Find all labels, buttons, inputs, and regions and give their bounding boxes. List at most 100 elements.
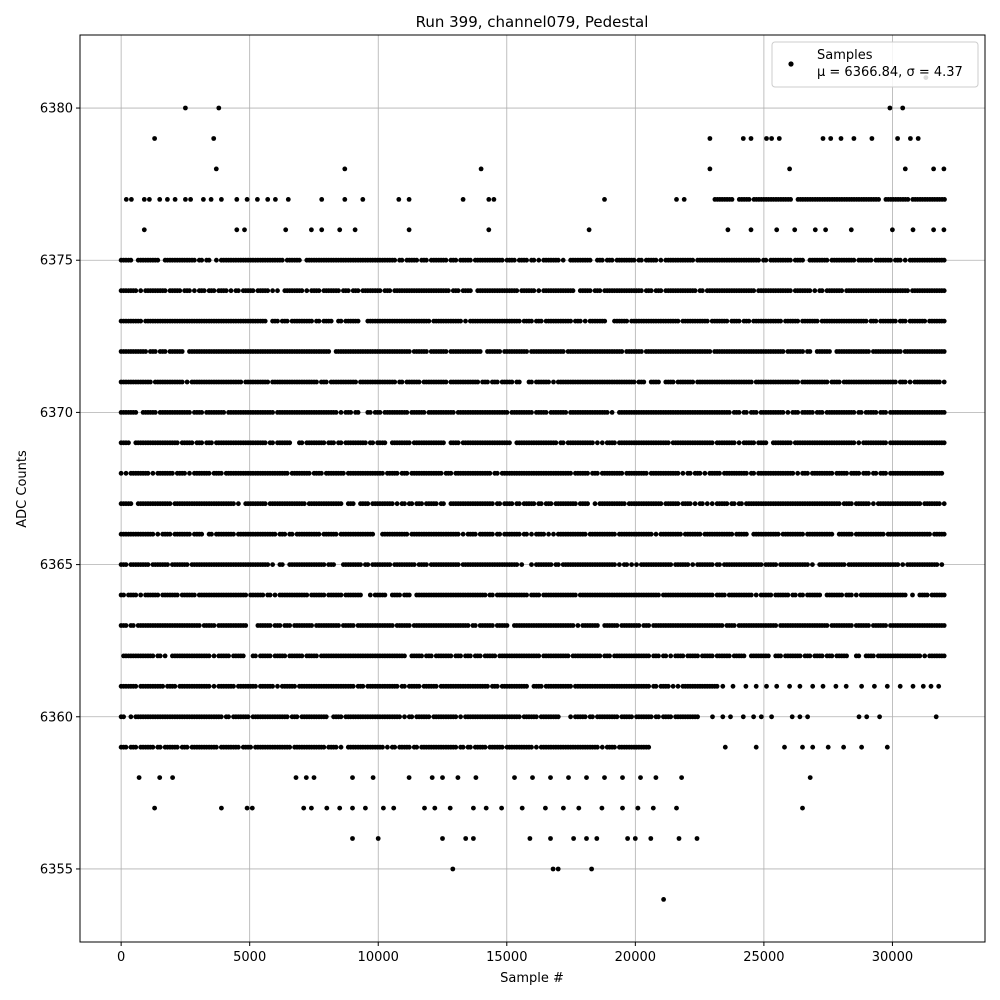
data-point: [795, 410, 801, 415]
data-point: [902, 257, 908, 263]
data-point: [624, 562, 630, 567]
data-point: [211, 683, 217, 689]
data-point: [297, 257, 302, 263]
data-point: [342, 197, 348, 202]
data-point: [311, 775, 317, 780]
data-point: [927, 531, 932, 537]
data-point: [565, 653, 571, 659]
data-point: [941, 227, 947, 233]
data-point: [629, 714, 634, 720]
data-point: [187, 410, 192, 415]
data-point: [902, 592, 908, 598]
data-point: [226, 653, 232, 659]
data-point: [910, 592, 915, 598]
data-point: [905, 288, 910, 294]
data-point: [524, 349, 529, 354]
data-point: [604, 410, 610, 415]
data-point: [829, 531, 835, 537]
data-point: [922, 653, 928, 659]
data-point: [380, 470, 385, 476]
data-point: [365, 501, 371, 507]
data-point: [778, 653, 783, 659]
data-point: [485, 379, 490, 385]
data-point: [810, 410, 815, 415]
data-point: [245, 714, 251, 720]
data-point: [123, 623, 129, 628]
data-point: [441, 440, 446, 446]
data-point: [421, 410, 427, 415]
data-point: [820, 136, 826, 141]
data-point: [155, 257, 161, 263]
data-point: [167, 501, 173, 507]
data-point: [582, 714, 588, 720]
data-point: [458, 318, 463, 324]
data-point: [270, 683, 275, 689]
data-point: [321, 744, 327, 750]
data-point: [206, 683, 212, 689]
data-point: [141, 227, 147, 233]
data-point: [365, 562, 371, 567]
data-point: [595, 623, 600, 628]
data-point: [668, 714, 674, 720]
data-point: [829, 470, 835, 476]
data-point: [162, 653, 168, 659]
data-point: [472, 623, 478, 628]
data-point: [536, 257, 542, 263]
data-point: [348, 410, 354, 415]
data-point: [453, 744, 459, 750]
data-point: [509, 501, 515, 507]
data-point: [441, 501, 446, 507]
data-point: [800, 257, 805, 263]
data-point: [746, 318, 752, 324]
data-point: [463, 836, 469, 841]
data-point: [471, 836, 476, 841]
data-point: [133, 592, 139, 598]
data-point: [561, 805, 566, 811]
data-point: [123, 470, 129, 476]
data-point: [399, 257, 405, 263]
data-point: [170, 470, 175, 476]
data-point: [155, 592, 161, 598]
data-point: [656, 592, 661, 598]
data-point: [392, 379, 398, 385]
data-point: [529, 410, 534, 415]
data-point: [231, 531, 236, 537]
data-point: [165, 197, 170, 202]
data-point: [915, 136, 921, 141]
data-point: [516, 714, 522, 720]
data-point: [646, 653, 652, 659]
data-point: [555, 257, 561, 263]
data-point: [675, 470, 681, 476]
data-point: [704, 318, 710, 324]
data-point: [367, 410, 373, 415]
data-point: [942, 197, 947, 202]
data-point: [460, 531, 466, 537]
data-point: [653, 775, 659, 780]
data-point: [460, 197, 466, 202]
data-point: [592, 501, 598, 507]
data-point: [599, 257, 605, 263]
data-point: [709, 440, 715, 446]
data-point: [147, 197, 152, 202]
data-point: [509, 379, 515, 385]
data-points: [118, 75, 947, 902]
data-point: [402, 501, 407, 507]
data-point: [941, 592, 947, 598]
data-point: [769, 136, 774, 141]
data-point: [319, 470, 324, 476]
data-point: [218, 714, 224, 720]
data-point: [152, 410, 158, 415]
data-point: [697, 531, 703, 537]
data-point: [560, 257, 566, 263]
data-point: [174, 592, 180, 598]
data-point: [422, 805, 427, 811]
data-point: [472, 531, 478, 537]
data-point: [424, 257, 429, 263]
data-point: [375, 836, 381, 841]
data-point: [133, 410, 139, 415]
data-point: [216, 105, 222, 111]
data-point: [446, 288, 451, 294]
data-point: [602, 775, 607, 780]
data-point: [287, 623, 293, 628]
data-point: [910, 227, 916, 233]
